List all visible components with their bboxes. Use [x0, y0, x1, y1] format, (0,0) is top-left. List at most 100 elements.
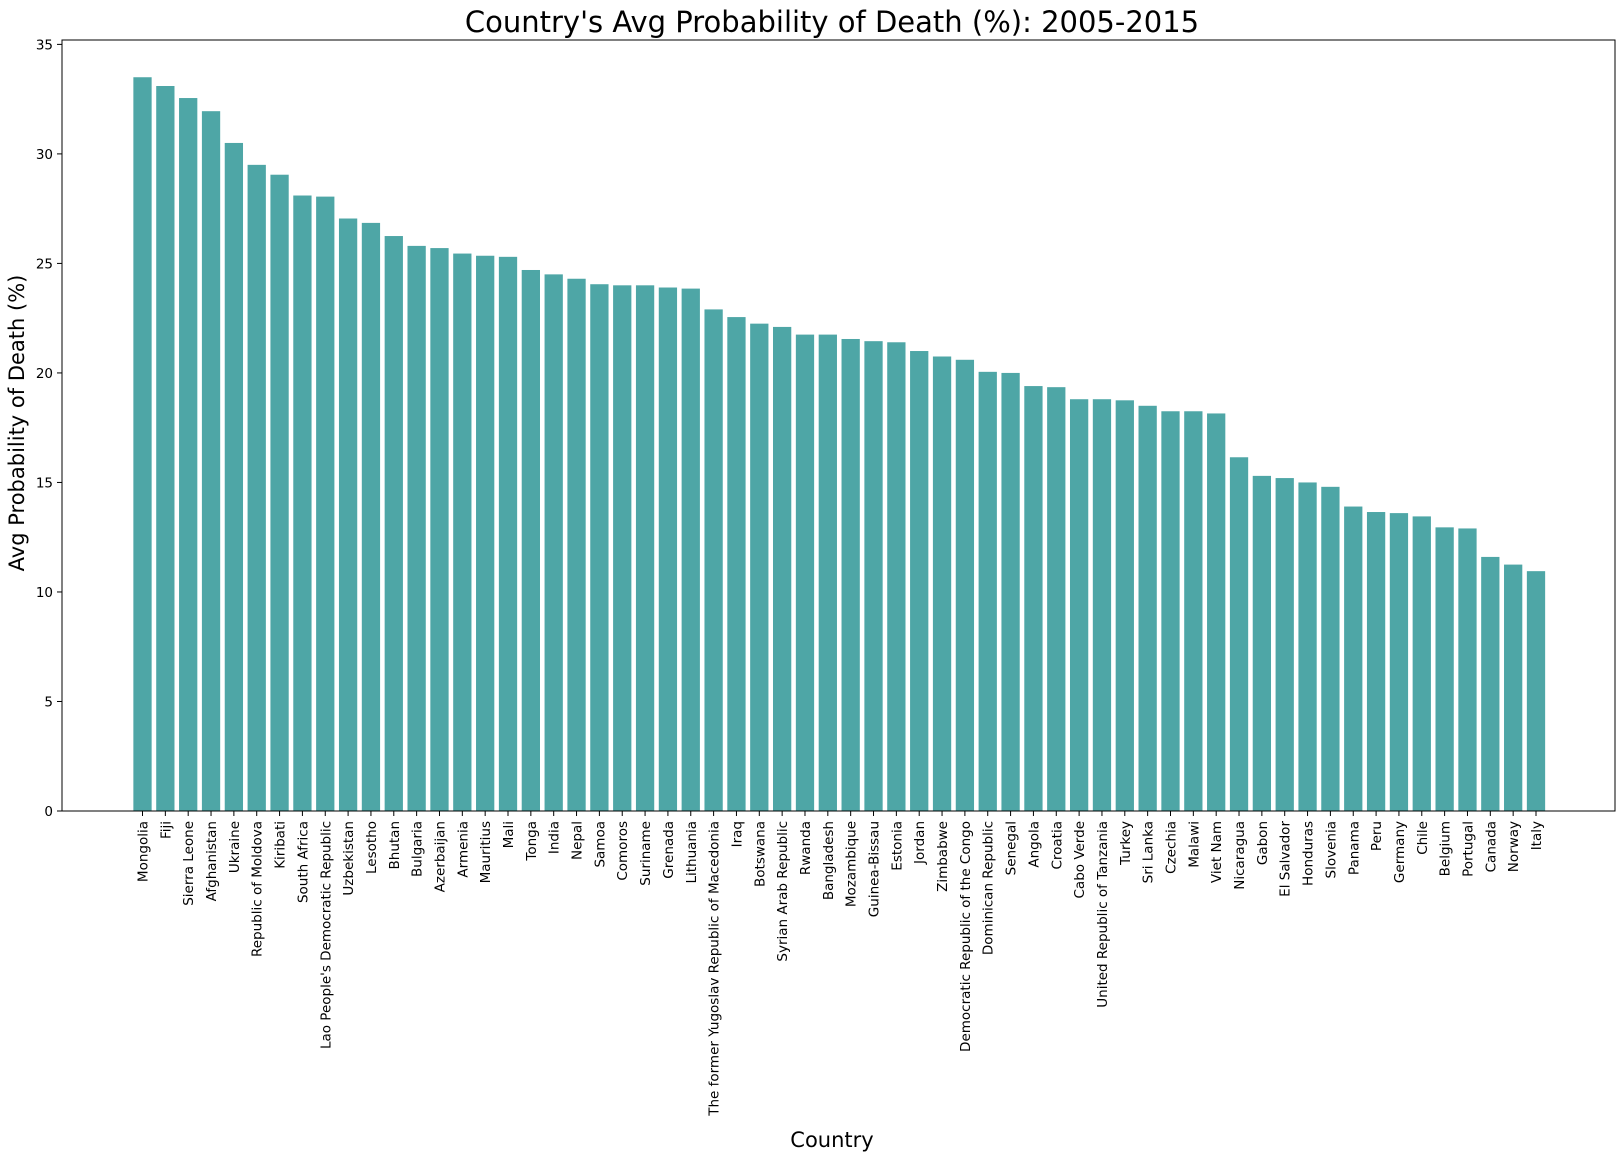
y-tick-label: 15 — [36, 475, 53, 491]
x-tick-label: Lithuania — [684, 821, 700, 884]
x-tick-label: Suriname — [638, 821, 654, 886]
y-tick-label: 10 — [36, 585, 53, 601]
bar-nicaragua — [1229, 457, 1249, 811]
x-tick-label: Lao People's Democratic Republic — [318, 821, 334, 1049]
y-tick-label: 5 — [44, 694, 53, 710]
x-tick-label: Viet Nam — [1209, 821, 1225, 883]
x-tick-label: India — [547, 821, 563, 854]
bar-bangladesh — [818, 334, 837, 811]
x-tick-label: Azerbaijan — [432, 821, 448, 892]
x-tick-label: Bangladesh — [821, 821, 837, 900]
x-tick-label: Uzbekistan — [341, 821, 357, 896]
bar-senegal — [1001, 372, 1020, 811]
x-tick-label: Nicaragua — [1232, 821, 1248, 890]
x-tick-label: Nepal — [570, 821, 586, 860]
bar-ukraine — [224, 142, 244, 811]
bar-uzbekistan — [338, 218, 358, 811]
x-tick-label: Botswana — [752, 821, 768, 887]
bar-mozambique — [841, 338, 860, 811]
x-tick-label: Republic of Moldova — [250, 821, 266, 957]
bar-united-republic-of-tanzania — [1092, 399, 1112, 811]
y-axis-label: Avg Probability of Death (%) — [5, 275, 29, 572]
x-tick-label: Canada — [1483, 821, 1499, 872]
bar-syrian-arab-republic — [773, 326, 792, 811]
bar-guinea-bissau — [864, 341, 883, 811]
x-tick-label: Mozambique — [844, 821, 860, 907]
x-tick-label: Afghanistan — [204, 821, 220, 901]
bar-norway — [1504, 564, 1523, 811]
bar-jordan — [910, 351, 929, 811]
bar-india — [544, 274, 563, 811]
bar-tonga — [521, 269, 540, 811]
bar-estonia — [887, 342, 906, 811]
bar-malawi — [1184, 411, 1203, 811]
x-tick-label: Czechia — [1163, 821, 1179, 874]
bar-lesotho — [361, 222, 381, 811]
bar-fiji — [156, 86, 175, 811]
y-tick-label: 25 — [36, 256, 53, 272]
x-tick-label: Belgium — [1438, 821, 1454, 876]
y-tick-label: 35 — [36, 37, 53, 53]
x-tick-label: Iraq — [729, 821, 745, 847]
bar-croatia — [1047, 387, 1066, 811]
x-tick-label: Tonga — [524, 821, 540, 862]
bar-mongolia — [133, 77, 152, 812]
bar-honduras — [1298, 482, 1317, 811]
x-tick-label: South Africa — [295, 821, 311, 903]
bar-the-former-yugoslav-republic-of-macedonia — [704, 309, 723, 811]
x-tick-label: Mauritius — [478, 821, 494, 883]
x-tick-label: Angola — [1026, 821, 1042, 868]
x-tick-label: Kiribati — [273, 821, 289, 869]
y-tick-label: 20 — [36, 366, 53, 382]
x-tick-label: Estonia — [889, 821, 905, 871]
bar-viet-nam — [1207, 413, 1226, 811]
x-tick-label: Germany — [1392, 821, 1408, 883]
bar-gabon — [1252, 475, 1272, 811]
chart-title: Country's Avg Probability of Death (%): … — [465, 5, 1199, 39]
bar-zimbabwe — [932, 356, 952, 811]
x-tick-label: Fiji — [158, 821, 174, 839]
x-tick-label: The former Yugoslav Republic of Macedoni… — [707, 821, 723, 1117]
x-tick-label: Sierra Leone — [181, 821, 197, 906]
bar-armenia — [453, 253, 472, 811]
x-tick-label: El Salvador — [1278, 821, 1294, 897]
x-tick-label: Gabon — [1255, 821, 1271, 865]
bar-afghanistan — [201, 111, 221, 811]
x-tick-label: Mali — [501, 821, 517, 848]
plot-area-frame — [61, 39, 1616, 812]
bar-botswana — [750, 323, 769, 811]
bar-peru — [1366, 512, 1386, 811]
bar-south-africa — [293, 195, 312, 811]
x-tick-label: Lesotho — [364, 821, 380, 874]
bar-angola — [1024, 386, 1043, 811]
bar-sierra-leone — [179, 98, 198, 812]
bar-nepal — [567, 278, 586, 811]
x-tick-label: Turkey — [1118, 821, 1134, 866]
x-tick-label: Bhutan — [387, 821, 403, 870]
x-tick-label: Rwanda — [798, 821, 814, 875]
x-axis-label: Country — [790, 1128, 873, 1152]
x-tick-label: Sri Lanka — [1141, 821, 1157, 883]
x-tick-label: Democratic Republic of the Congo — [958, 821, 974, 1052]
bar-kiribati — [270, 174, 289, 811]
bar-lithuania — [681, 288, 700, 812]
x-tick-label: Jordan — [912, 821, 928, 865]
y-axis: 0 5 10 15 20 25 30 35 — [36, 37, 62, 820]
bar-el-salvador — [1275, 478, 1294, 811]
x-tick-label: Samoa — [592, 821, 608, 868]
bar-comoros — [613, 285, 632, 811]
bar-cabo-verde — [1069, 399, 1089, 811]
x-tick-label: Bulgaria — [410, 821, 426, 877]
x-tick-label: Portugal — [1460, 821, 1476, 877]
bar-suriname — [635, 285, 655, 811]
x-tick-label: Honduras — [1301, 821, 1317, 886]
x-tick-label: Slovenia — [1323, 821, 1339, 878]
x-axis: Mongolia Fiji Sierra Leone Afghanistan Ukrai… — [136, 811, 1545, 1117]
x-tick-label: Syrian Arab Republic — [775, 821, 791, 962]
bars-layer — [133, 77, 1546, 812]
x-tick-label: Mongolia — [136, 821, 152, 882]
x-tick-label: United Republic of Tanzania — [1095, 821, 1111, 1008]
x-tick-label: Guinea-Bissau — [867, 821, 883, 917]
x-tick-label: Malawi — [1186, 821, 1202, 868]
